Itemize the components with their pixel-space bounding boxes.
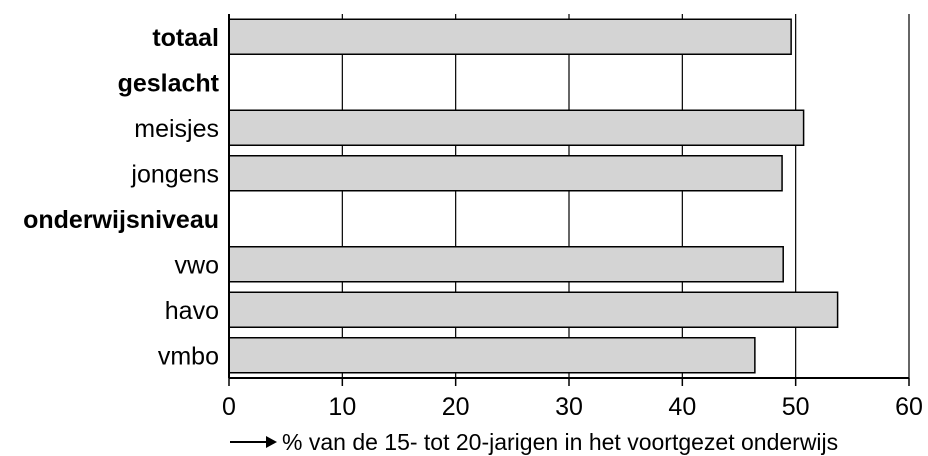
- x-ticks: 0 10 20 30 40 50 60: [222, 378, 923, 421]
- bar-jongens: [228, 155, 783, 192]
- category-label-vwo: vwo: [175, 251, 219, 279]
- x-axis-label-group: % van de 15- tot 20-jarigen in het voort…: [230, 429, 838, 455]
- bars: [228, 18, 839, 374]
- category-label-meisjes: meisjes: [134, 115, 219, 143]
- x-tick-label: 60: [895, 393, 923, 421]
- x-tick-label: 10: [328, 393, 356, 421]
- category-label-onderwijsniveau: onderwijsniveau: [23, 206, 219, 234]
- category-label-totaal: totaal: [152, 24, 219, 52]
- category-label-vmbo: vmbo: [158, 342, 219, 370]
- category-label-geslacht: geslacht: [118, 69, 220, 97]
- bar-vwo: [228, 246, 784, 283]
- x-tick-label: 0: [222, 393, 236, 421]
- x-tick-label: 40: [668, 393, 696, 421]
- bar-meisjes: [228, 109, 805, 146]
- category-label-jongens: jongens: [130, 160, 219, 188]
- category-labels: totaal geslacht meisjes jongens onderwijsniv…: [23, 24, 220, 371]
- x-axis-label: % van de 15- tot 20-jarigen in het voort…: [282, 429, 838, 455]
- arrow-icon: [266, 436, 277, 448]
- x-tick-label: 20: [442, 393, 470, 421]
- bar-totaal: [228, 18, 792, 55]
- x-tick-label: 50: [782, 393, 810, 421]
- x-tick-label: 30: [555, 393, 583, 421]
- bar-vmbo: [228, 337, 756, 374]
- bar-havo: [228, 291, 839, 328]
- category-label-havo: havo: [165, 297, 219, 325]
